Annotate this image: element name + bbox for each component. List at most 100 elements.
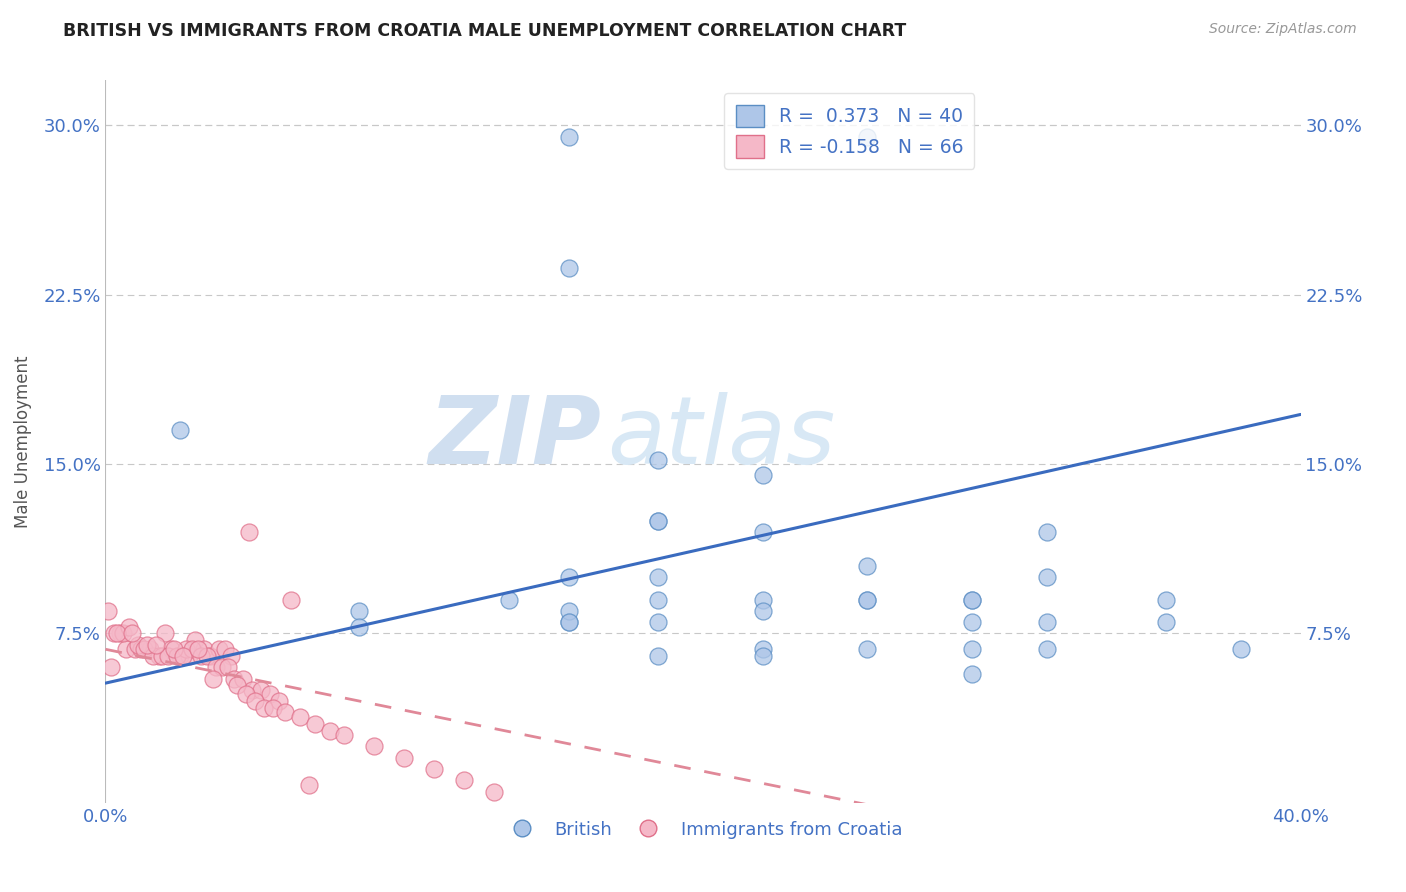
Point bbox=[262, 701, 284, 715]
Point bbox=[1035, 570, 1057, 584]
Point bbox=[253, 701, 276, 715]
Point bbox=[498, 592, 520, 607]
Point bbox=[177, 648, 201, 663]
Point bbox=[647, 615, 669, 630]
Point bbox=[115, 642, 138, 657]
Text: ZIP: ZIP bbox=[429, 392, 602, 484]
Point bbox=[280, 592, 302, 607]
Point bbox=[205, 660, 228, 674]
Point bbox=[751, 642, 773, 657]
Point bbox=[142, 648, 165, 663]
Point bbox=[97, 604, 120, 618]
Point bbox=[174, 642, 197, 657]
Point bbox=[856, 592, 879, 607]
Point bbox=[121, 626, 143, 640]
Point bbox=[172, 648, 194, 663]
Point bbox=[1229, 642, 1253, 657]
Point bbox=[193, 642, 215, 657]
Point bbox=[134, 642, 156, 657]
Point bbox=[124, 642, 146, 657]
Point bbox=[184, 633, 207, 648]
Point bbox=[112, 626, 135, 640]
Point bbox=[235, 687, 257, 701]
Point bbox=[157, 648, 180, 663]
Point bbox=[482, 784, 505, 798]
Point bbox=[647, 570, 669, 584]
Point bbox=[1154, 592, 1177, 607]
Point bbox=[288, 710, 311, 724]
Point bbox=[349, 604, 371, 618]
Point bbox=[160, 642, 183, 657]
Text: atlas: atlas bbox=[607, 392, 835, 483]
Point bbox=[647, 452, 669, 467]
Point bbox=[214, 642, 236, 657]
Point bbox=[181, 642, 204, 657]
Point bbox=[250, 682, 273, 697]
Point bbox=[211, 660, 233, 674]
Point bbox=[751, 592, 773, 607]
Point bbox=[217, 660, 239, 674]
Point bbox=[557, 129, 579, 144]
Point bbox=[259, 687, 281, 701]
Legend: British, Immigrants from Croatia: British, Immigrants from Croatia bbox=[496, 814, 910, 846]
Point bbox=[647, 514, 669, 528]
Point bbox=[139, 642, 162, 657]
Point bbox=[240, 682, 263, 697]
Point bbox=[647, 592, 669, 607]
Point bbox=[453, 773, 475, 788]
Point bbox=[333, 728, 356, 742]
Point bbox=[423, 762, 446, 776]
Point bbox=[150, 648, 173, 663]
Point bbox=[856, 642, 879, 657]
Point bbox=[169, 648, 191, 663]
Point bbox=[557, 615, 579, 630]
Point bbox=[232, 672, 254, 686]
Point bbox=[118, 620, 141, 634]
Point bbox=[557, 260, 579, 275]
Point bbox=[273, 706, 295, 720]
Point bbox=[166, 648, 188, 663]
Point bbox=[751, 468, 773, 483]
Point bbox=[751, 524, 773, 539]
Point bbox=[267, 694, 290, 708]
Point bbox=[100, 660, 122, 674]
Point bbox=[148, 648, 170, 663]
Point bbox=[960, 592, 983, 607]
Y-axis label: Male Unemployment: Male Unemployment bbox=[14, 355, 32, 528]
Point bbox=[187, 642, 209, 657]
Point bbox=[190, 648, 212, 663]
Point bbox=[856, 558, 879, 573]
Point bbox=[127, 638, 149, 652]
Point bbox=[103, 626, 125, 640]
Point bbox=[751, 604, 773, 618]
Point bbox=[198, 648, 221, 663]
Point bbox=[1154, 615, 1177, 630]
Point bbox=[557, 604, 579, 618]
Point bbox=[208, 642, 231, 657]
Point bbox=[202, 672, 225, 686]
Point bbox=[225, 678, 249, 692]
Point bbox=[136, 638, 159, 652]
Point bbox=[107, 626, 129, 640]
Point bbox=[349, 620, 371, 634]
Point bbox=[557, 570, 579, 584]
Point bbox=[318, 723, 340, 738]
Point bbox=[145, 638, 167, 652]
Point bbox=[110, 626, 132, 640]
Point bbox=[304, 716, 326, 731]
Point bbox=[298, 778, 321, 792]
Point bbox=[155, 626, 177, 640]
Point bbox=[960, 592, 983, 607]
Point bbox=[238, 524, 260, 539]
Point bbox=[169, 423, 191, 437]
Text: Source: ZipAtlas.com: Source: ZipAtlas.com bbox=[1209, 22, 1357, 37]
Point bbox=[195, 648, 218, 663]
Point bbox=[394, 750, 416, 764]
Point bbox=[960, 667, 983, 681]
Point bbox=[1035, 642, 1057, 657]
Text: BRITISH VS IMMIGRANTS FROM CROATIA MALE UNEMPLOYMENT CORRELATION CHART: BRITISH VS IMMIGRANTS FROM CROATIA MALE … bbox=[63, 22, 907, 40]
Point bbox=[856, 592, 879, 607]
Point bbox=[1035, 615, 1057, 630]
Point bbox=[163, 642, 186, 657]
Point bbox=[856, 129, 879, 144]
